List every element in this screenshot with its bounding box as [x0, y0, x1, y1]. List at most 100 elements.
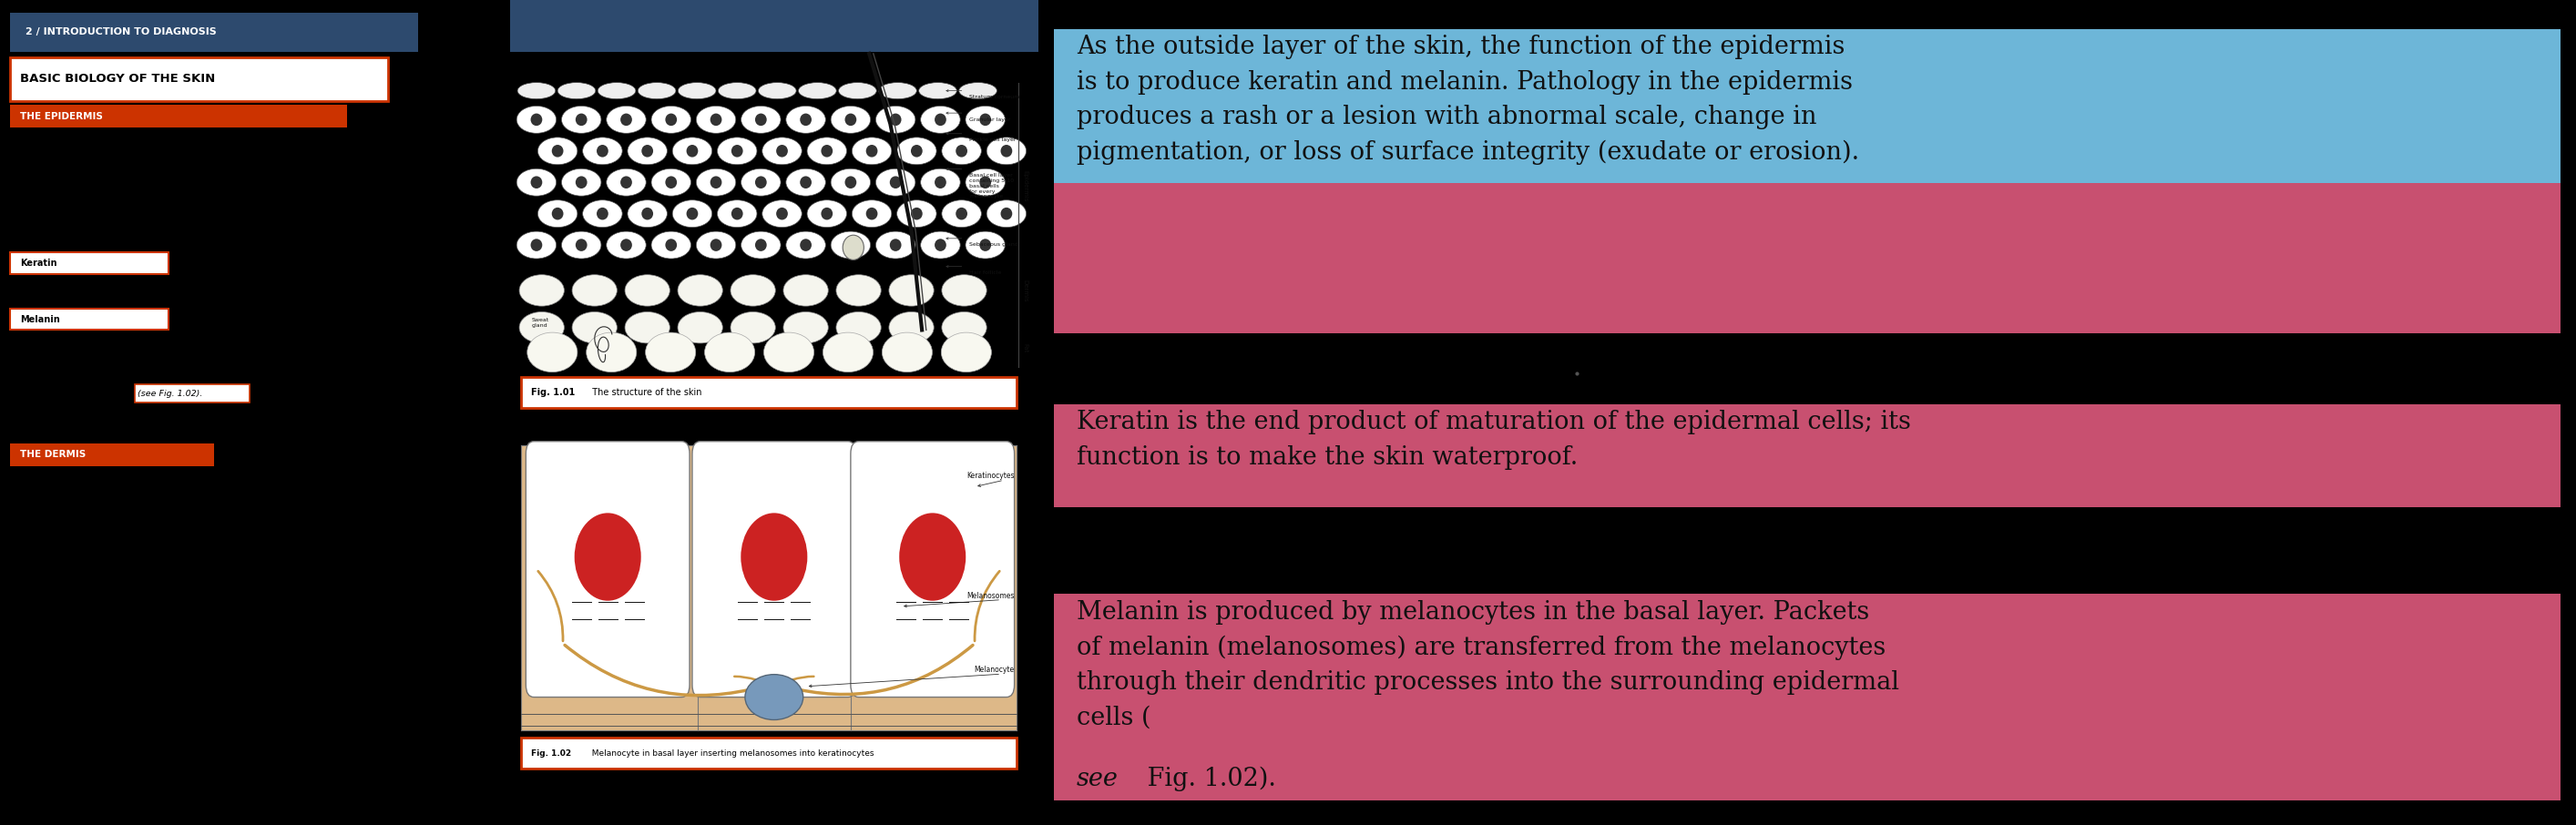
Ellipse shape	[999, 145, 1012, 157]
Ellipse shape	[626, 312, 670, 343]
Ellipse shape	[755, 177, 768, 188]
Ellipse shape	[621, 177, 631, 188]
Ellipse shape	[801, 239, 811, 251]
Ellipse shape	[783, 312, 829, 343]
Ellipse shape	[943, 275, 987, 306]
Ellipse shape	[966, 106, 1005, 133]
Ellipse shape	[866, 145, 878, 157]
Ellipse shape	[732, 207, 742, 219]
Ellipse shape	[878, 82, 917, 99]
FancyBboxPatch shape	[520, 377, 1018, 408]
Ellipse shape	[876, 106, 914, 133]
Ellipse shape	[742, 106, 781, 133]
Ellipse shape	[719, 82, 757, 99]
FancyBboxPatch shape	[520, 446, 698, 730]
Text: Stratum corneum: Stratum corneum	[969, 95, 1020, 100]
Text: As the outside layer of the skin, the function of the e-
pidermis is to produce : As the outside layer of the skin, the fu…	[21, 132, 270, 183]
Ellipse shape	[935, 114, 945, 125]
Ellipse shape	[706, 332, 755, 372]
Ellipse shape	[696, 169, 737, 196]
Ellipse shape	[574, 513, 641, 601]
FancyBboxPatch shape	[1054, 29, 2561, 183]
Ellipse shape	[574, 239, 587, 251]
Ellipse shape	[652, 169, 690, 196]
Ellipse shape	[562, 169, 600, 196]
Ellipse shape	[979, 177, 992, 188]
Ellipse shape	[582, 200, 623, 227]
Ellipse shape	[572, 275, 618, 306]
Ellipse shape	[574, 114, 587, 125]
Ellipse shape	[551, 207, 564, 219]
Ellipse shape	[665, 177, 677, 188]
Text: Melanocyte: Melanocyte	[974, 666, 1015, 674]
Ellipse shape	[853, 138, 891, 164]
Ellipse shape	[744, 675, 804, 719]
FancyBboxPatch shape	[510, 0, 1038, 52]
Ellipse shape	[538, 200, 577, 227]
Ellipse shape	[837, 275, 881, 306]
Ellipse shape	[786, 106, 824, 133]
FancyBboxPatch shape	[693, 441, 855, 697]
Ellipse shape	[912, 145, 922, 157]
Ellipse shape	[762, 138, 801, 164]
Ellipse shape	[647, 332, 696, 372]
Ellipse shape	[629, 200, 667, 227]
Ellipse shape	[799, 82, 837, 99]
Text: 2 / INTRODUCTION TO DIAGNOSIS: 2 / INTRODUCTION TO DIAGNOSIS	[26, 27, 216, 37]
Ellipse shape	[652, 106, 690, 133]
Text: Melanocyte in basal layer inserting melanosomes into keratinocytes: Melanocyte in basal layer inserting mela…	[587, 749, 873, 757]
Ellipse shape	[775, 207, 788, 219]
Text: Dermis: Dermis	[1023, 279, 1028, 302]
Text: BASIC BIOLOGY OF THE SKIN: BASIC BIOLOGY OF THE SKIN	[21, 73, 216, 84]
Text: Fig. 1.02).: Fig. 1.02).	[1139, 766, 1275, 791]
Text: THE DERMIS: THE DERMIS	[21, 450, 85, 460]
Ellipse shape	[837, 312, 881, 343]
Ellipse shape	[757, 82, 796, 99]
Ellipse shape	[845, 114, 855, 125]
Ellipse shape	[696, 106, 737, 133]
Text: As the outside layer of the skin, the function of the epidermis
is to produce ke: As the outside layer of the skin, the fu…	[1077, 35, 1860, 165]
Ellipse shape	[711, 114, 721, 125]
Ellipse shape	[605, 169, 647, 196]
Ellipse shape	[889, 275, 935, 306]
Ellipse shape	[677, 82, 716, 99]
Ellipse shape	[518, 106, 556, 133]
Text: Melanosomes protect the nucleus from the
harmful effects of ultraviolet radiatio: Melanosomes protect the nucleus from the…	[21, 406, 263, 436]
Ellipse shape	[845, 177, 855, 188]
Ellipse shape	[943, 312, 987, 343]
Text: Basal cell layer
containing 5-10
basal cells
for every
melanocyte: Basal cell layer containing 5-10 basal c…	[969, 173, 1015, 199]
Ellipse shape	[762, 200, 801, 227]
Ellipse shape	[912, 207, 922, 219]
Ellipse shape	[920, 106, 961, 133]
Ellipse shape	[732, 312, 775, 343]
Ellipse shape	[598, 145, 608, 157]
Text: Keratin is the end product of maturation of the epidermal
cells; its function is: Keratin is the end product of maturation…	[21, 277, 268, 296]
Text: Prickle cell layer: Prickle cell layer	[969, 138, 1018, 143]
Ellipse shape	[696, 232, 737, 258]
Ellipse shape	[531, 239, 544, 251]
Text: see: see	[1077, 766, 1118, 791]
Ellipse shape	[889, 312, 935, 343]
Text: THE EPIDERMIS: THE EPIDERMIS	[21, 111, 103, 121]
Ellipse shape	[551, 145, 564, 157]
FancyBboxPatch shape	[850, 446, 1018, 730]
Ellipse shape	[672, 200, 711, 227]
Ellipse shape	[940, 332, 992, 372]
Ellipse shape	[845, 239, 855, 251]
Ellipse shape	[520, 312, 564, 343]
Ellipse shape	[866, 207, 878, 219]
Ellipse shape	[652, 232, 690, 258]
Ellipse shape	[840, 82, 876, 99]
Ellipse shape	[822, 207, 832, 219]
FancyBboxPatch shape	[10, 57, 386, 101]
Ellipse shape	[562, 106, 600, 133]
FancyBboxPatch shape	[10, 105, 348, 128]
Ellipse shape	[889, 114, 902, 125]
Ellipse shape	[956, 145, 969, 157]
Ellipse shape	[629, 138, 667, 164]
Ellipse shape	[518, 169, 556, 196]
Ellipse shape	[935, 177, 945, 188]
Ellipse shape	[999, 207, 1012, 219]
Ellipse shape	[732, 275, 775, 306]
Ellipse shape	[605, 106, 647, 133]
